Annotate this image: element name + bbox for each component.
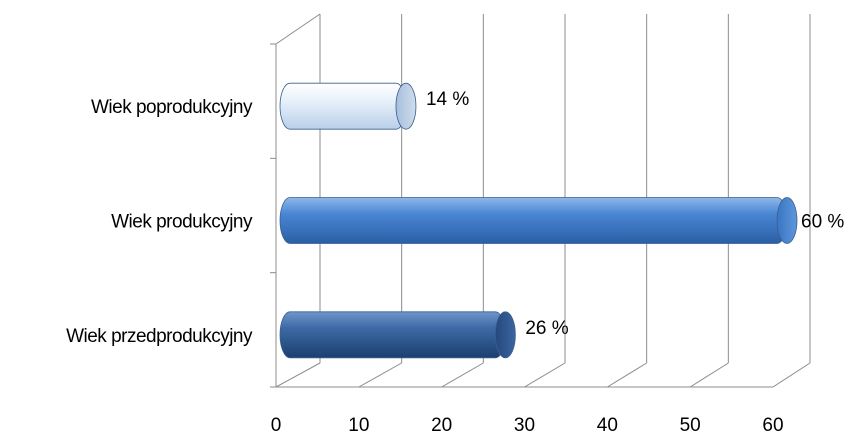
y-category-label: Wiek przedprodukcyjny [66,326,253,347]
x-tick-label-40: 40 [597,415,618,433]
bar-cap-wiek-poprodukcyjny [395,82,417,130]
x-tick-label-50: 50 [680,415,701,433]
bar-cap-wiek-przedprodukcyjny [494,311,516,359]
x-tick-label-60: 60 [762,415,783,433]
floor-gridline-10 [358,362,402,388]
bars [279,82,798,359]
y-category-label: Wiek poprodukcyjny [91,97,253,118]
x-tick-label-10: 10 [348,415,369,433]
floor-gridline-60 [772,362,811,388]
labels: 0 10 20 30 40 50 60 Wiek przedprodukcyjny 26 % Wi… [66,89,844,433]
floor-gridline-30 [524,362,566,388]
data-label: 60 % [801,212,844,233]
gridlines [275,14,811,388]
bar-wiek-poprodukcyjny [279,82,407,130]
floor-gridline-0 [275,362,321,388]
x-tick-label-0: 0 [271,415,282,433]
data-label: 26 % [525,318,568,339]
data-label: 14 % [426,89,469,110]
bar-wiek-produkcyjny [279,197,788,244]
x-tick-label-30: 30 [514,415,535,433]
axes [270,13,773,388]
x-tick-label-20: 20 [431,415,452,433]
bar-wiek-przedprodukcyjny [279,311,506,359]
floor-gridline-40 [607,362,647,388]
y-category-label: Wiek produkcyjny [111,212,253,233]
bar-cap-wiek-produkcyjny [776,197,798,244]
floor-gridline-20 [441,362,484,388]
floor-gridline-50 [689,362,729,388]
